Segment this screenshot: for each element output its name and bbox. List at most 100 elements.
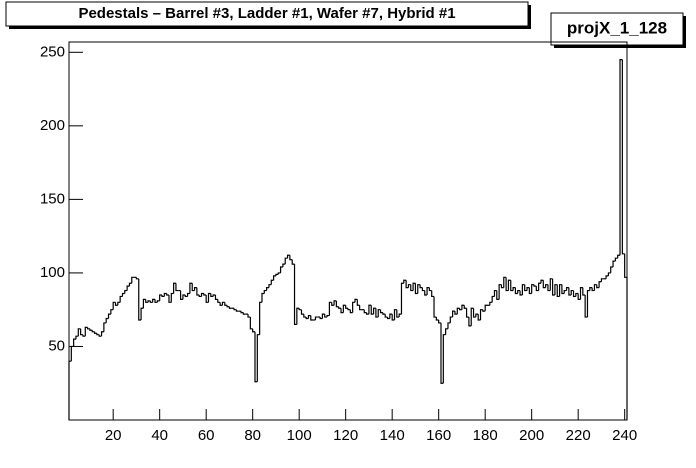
histogram-bin [372, 307, 376, 315]
chart-title: Pedestals – Barrel #3, Ladder #1, Wafer … [78, 5, 455, 22]
histogram-bin [445, 328, 448, 335]
histogram-bin [321, 313, 325, 319]
histogram-bin [263, 289, 267, 294]
histogram-bin [366, 312, 369, 315]
histogram-bin [221, 301, 225, 306]
histogram-bin [442, 334, 446, 384]
histogram-bin [368, 304, 372, 315]
histogram-bin [452, 310, 455, 318]
histogram-bin [507, 279, 511, 291]
histogram-bin [75, 335, 79, 340]
histogram-bin [114, 302, 118, 306]
histogram-bin [345, 305, 348, 309]
histogram-bin [610, 266, 614, 273]
histogram-bin [528, 287, 532, 295]
histogram-bin [87, 327, 90, 330]
histogram-bin [621, 59, 625, 255]
histogram-bin [252, 328, 255, 333]
histogram-bin [414, 283, 418, 295]
histogram-bin [128, 282, 132, 287]
histogram-bin [538, 282, 541, 291]
histogram-bin [240, 311, 244, 314]
x-tick-label: 220 [566, 427, 591, 444]
histogram-bin [468, 317, 472, 327]
histogram-bin [463, 305, 467, 309]
histogram-bin [107, 313, 111, 319]
histogram-bin [549, 278, 553, 291]
histogram-bin [517, 289, 521, 294]
histogram-bin [310, 315, 314, 321]
histogram-bin [68, 360, 72, 420]
histogram-bin [242, 312, 246, 315]
histogram-bin [156, 300, 160, 303]
histogram-bin [121, 292, 125, 297]
histogram-bin [196, 287, 200, 296]
histogram-bin [382, 312, 386, 315]
histogram-bin [103, 322, 107, 332]
x-tick-label: 180 [473, 427, 498, 444]
histogram-bin [552, 278, 555, 296]
histogram-bin [189, 282, 193, 294]
histogram-bin [428, 287, 432, 292]
histogram-bin [340, 308, 344, 314]
plot-frame [68, 41, 628, 421]
histogram-bin [82, 334, 86, 337]
histogram-bin [319, 317, 323, 320]
histogram-bin [459, 308, 462, 311]
x-tick-label: 200 [519, 427, 544, 444]
histogram-bin [400, 282, 404, 315]
histogram-bin [540, 279, 544, 284]
histogram-bin [219, 302, 223, 306]
histogram-bin [586, 289, 590, 318]
histogram-bin [186, 292, 190, 297]
histogram-bin [147, 300, 151, 303]
histogram-bin [407, 284, 411, 288]
histogram-bin [605, 275, 609, 279]
histogram-bin [533, 284, 537, 287]
histogram-bin [489, 301, 493, 306]
histogram-bin [470, 307, 474, 326]
histogram-bin [152, 298, 156, 303]
histogram-bin [324, 314, 328, 318]
histogram-bin [565, 287, 569, 291]
histogram-bin [180, 290, 183, 300]
histogram-bin [396, 309, 400, 318]
histogram-bin [393, 309, 397, 320]
histogram-bin [182, 294, 186, 300]
x-tick-label: 140 [380, 427, 405, 444]
y-tick-label: 200 [40, 117, 65, 134]
histogram-bin [149, 300, 153, 303]
histogram-bin [417, 284, 421, 294]
histogram-bin [456, 307, 460, 315]
histogram-bin [249, 317, 253, 330]
histogram-bin [247, 314, 251, 318]
histogram-bin [298, 308, 302, 311]
histogram-bin [159, 294, 162, 301]
histogram-bin [89, 328, 93, 331]
histogram-bin [279, 266, 283, 273]
histogram-bin [256, 334, 260, 382]
histogram-bin [142, 298, 146, 309]
histogram-bin [535, 286, 539, 292]
histogram-bin [228, 306, 232, 309]
histogram-bin [591, 287, 595, 292]
histogram-bin [191, 283, 195, 292]
histogram-bin [184, 294, 188, 298]
histogram-bin [193, 287, 197, 291]
histogram-bin [207, 292, 211, 303]
histogram-bin [617, 254, 621, 259]
histogram-bin [440, 322, 444, 384]
histogram-bin [117, 301, 121, 306]
histogram-bin [342, 304, 346, 313]
histogram-bin [435, 317, 439, 321]
histogram-bin [479, 309, 483, 320]
histogram-bin [224, 302, 228, 306]
histogram-bin [431, 290, 435, 298]
histogram-bin [84, 326, 88, 337]
histogram-bin [100, 331, 104, 337]
histogram-bin [282, 263, 286, 268]
histogram-bin [377, 309, 381, 318]
histogram-bin [166, 293, 169, 296]
histogram-bin [328, 301, 332, 316]
